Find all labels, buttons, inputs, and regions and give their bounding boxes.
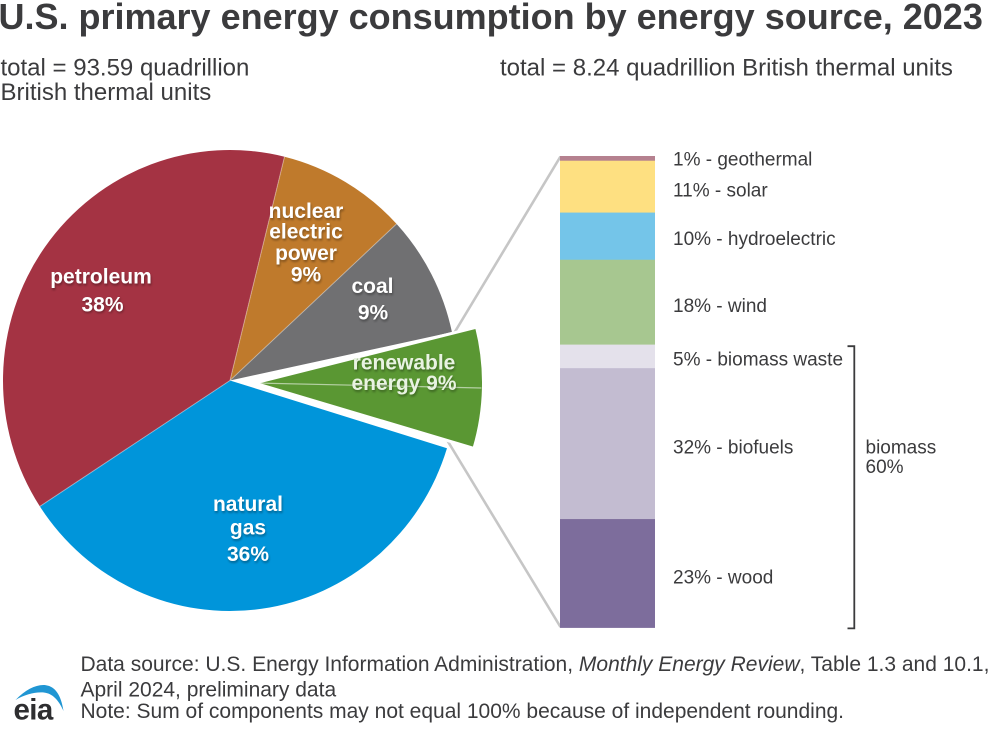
svg-text:electric: electric <box>269 221 343 244</box>
svg-text:energy 9%: energy 9% <box>351 372 456 395</box>
svg-text:petroleum: petroleum <box>50 266 152 289</box>
svg-text:Note: Sum of components may no: Note: Sum of components may not equal 10… <box>81 700 845 723</box>
svg-text:60%: 60% <box>866 457 904 478</box>
svg-text:36%: 36% <box>228 545 270 568</box>
svg-text:38%: 38% <box>81 293 123 316</box>
svg-text:eia: eia <box>14 694 54 725</box>
svg-text:36%: 36% <box>227 543 269 566</box>
svg-text:32% - biofuels: 32% - biofuels <box>673 438 793 459</box>
svg-text:Data source: U.S. Energy Infor: Data source: U.S. Energy Information Adm… <box>81 653 990 676</box>
svg-text:total = 93.59 quadrillion: total = 93.59 quadrillion <box>1 55 250 82</box>
svg-text:power: power <box>276 244 338 267</box>
svg-text:23% - wood: 23% - wood <box>673 568 773 589</box>
svg-text:biomass: biomass <box>866 438 937 459</box>
svg-text:power: power <box>275 242 337 265</box>
svg-text:total = 8.24 quadrillion Briti: total = 8.24 quadrillion British thermal… <box>500 55 953 82</box>
svg-text:9%: 9% <box>359 303 390 326</box>
svg-text:10% - hydroelectric: 10% - hydroelectric <box>673 229 836 250</box>
svg-text:38%: 38% <box>82 295 124 318</box>
svg-text:9%: 9% <box>292 265 323 288</box>
svg-text:U.S. primary energy consumptio: U.S. primary energy consumption by energ… <box>0 0 983 37</box>
svg-text:11% - solar: 11% - solar <box>673 180 768 201</box>
svg-text:gas: gas <box>230 517 266 540</box>
svg-text:1% - geothermal: 1% - geothermal <box>673 150 812 171</box>
svg-text:natural: natural <box>213 493 283 516</box>
svg-text:energy 9%: energy 9% <box>352 374 457 397</box>
svg-text:gas: gas <box>231 518 267 541</box>
svg-text:renewable: renewable <box>353 353 456 376</box>
svg-text:petroleum: petroleum <box>51 267 153 290</box>
svg-text:5% - biomass waste: 5% - biomass waste <box>673 349 843 370</box>
svg-text:electric: electric <box>270 222 344 245</box>
svg-text:renewable: renewable <box>353 352 456 375</box>
svg-text:British thermal units: British thermal units <box>1 79 212 106</box>
svg-text:9%: 9% <box>291 264 322 287</box>
svg-text:coal: coal <box>351 275 393 298</box>
svg-text:nuclear: nuclear <box>269 202 344 225</box>
svg-text:coal: coal <box>352 277 394 300</box>
svg-text:natural: natural <box>214 495 284 518</box>
svg-text:18% - wind: 18% - wind <box>673 296 767 317</box>
svg-text:April 2024, preliminary data: April 2024, preliminary data <box>81 679 337 702</box>
svg-text:9%: 9% <box>358 302 389 325</box>
svg-text:nuclear: nuclear <box>269 200 344 223</box>
